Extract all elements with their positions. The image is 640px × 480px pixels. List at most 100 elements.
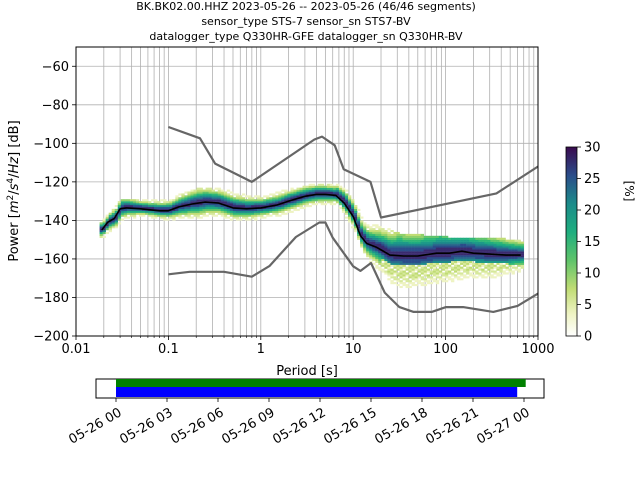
heatmap-cell: [102, 222, 106, 225]
heatmap-cell: [284, 204, 288, 208]
heatmap-cell: [426, 237, 431, 240]
heatmap-cell: [220, 212, 225, 215]
heatmap-cell: [420, 270, 425, 273]
heatmap-cell: [417, 268, 421, 271]
heatmap-cell: [205, 210, 209, 213]
heatmap-cell: [205, 195, 209, 198]
heatmap-cell: [266, 214, 270, 217]
heatmap-cell: [341, 187, 346, 190]
heatmap-cell: [402, 266, 406, 269]
heatmap-cell: [520, 266, 524, 269]
heatmap-cell: [129, 214, 134, 217]
heatmap-cell: [414, 260, 418, 263]
heatmap-cell: [460, 237, 464, 240]
heatmap-cell: [208, 212, 212, 215]
heatmap-cell: [178, 203, 182, 206]
heatmap-cell: [487, 260, 491, 263]
heatmap-cell: [381, 233, 385, 237]
heatmap-cell: [444, 241, 449, 244]
heatmap-cell: [157, 214, 161, 217]
heatmap-cell: [129, 203, 134, 206]
heatmap-cell: [226, 197, 231, 200]
heatmap-cell: [405, 285, 409, 289]
heatmap-cell: [248, 204, 252, 208]
heatmap-cell: [369, 249, 373, 252]
heatmap-cell: [308, 199, 312, 202]
heatmap-cell: [363, 245, 367, 248]
heatmap-cell: [232, 216, 237, 219]
heatmap-cell: [411, 247, 415, 250]
heatmap-cell: [387, 266, 391, 269]
heatmap-cell: [102, 235, 106, 238]
heatmap-cell: [290, 204, 294, 208]
heatmap-cell: [417, 257, 421, 260]
heatmap-cell: [387, 239, 391, 242]
heatmap-cell: [423, 237, 428, 240]
heatmap-cell: [402, 233, 406, 237]
heatmap-cell: [450, 257, 455, 260]
heatmap-cell: [357, 233, 361, 237]
heatmap-cell: [351, 210, 355, 213]
heatmap-cell: [163, 212, 167, 215]
heatmap-cell: [387, 241, 391, 244]
heatmap-cell: [520, 249, 524, 252]
heatmap-cell: [493, 251, 497, 254]
heatmap-cell: [354, 216, 358, 219]
heatmap-cell: [393, 237, 397, 240]
heatmap-cell: [511, 260, 515, 263]
heatmap-cell: [211, 214, 215, 217]
heatmap-cell: [490, 249, 494, 252]
heatmap-cell: [432, 270, 437, 273]
heatmap-cell: [508, 255, 512, 258]
heatmap-cell: [202, 191, 206, 194]
heatmap-cell: [229, 204, 234, 208]
heatmap-cell: [308, 195, 312, 198]
heatmap-cell: [408, 253, 412, 256]
heatmap-cell: [460, 272, 464, 275]
heatmap-cell: [390, 272, 394, 275]
heatmap-cell: [429, 276, 434, 279]
heatmap-cell: [441, 274, 446, 277]
heatmap-cell: [432, 249, 437, 252]
colorbar-label: [%]: [622, 181, 636, 202]
y-tick-label: −60: [42, 60, 69, 75]
heatmap-cell: [432, 262, 437, 265]
heatmap-cell: [151, 216, 155, 219]
heatmap-cell: [175, 199, 179, 202]
heatmap-cell: [460, 274, 464, 277]
heatmap-cell: [460, 255, 464, 258]
heatmap-cell: [405, 274, 409, 277]
heatmap-cell: [248, 203, 252, 206]
heatmap-cell: [360, 222, 364, 225]
heatmap-cell: [196, 191, 200, 194]
heatmap-cell: [493, 260, 497, 263]
heatmap-cell: [402, 239, 406, 242]
heatmap-cell: [184, 201, 188, 204]
heatmap-cell: [332, 197, 337, 200]
heatmap-cell: [193, 191, 197, 194]
heatmap-cell: [505, 268, 509, 271]
heatmap-cell: [450, 255, 455, 258]
heatmap-cell: [466, 262, 470, 265]
heatmap-cell: [387, 233, 391, 237]
heatmap-cell: [151, 214, 155, 217]
heatmap-cell: [444, 247, 449, 250]
colorbar-tick-label: 5: [584, 298, 592, 313]
heatmap-cell: [287, 208, 291, 211]
heatmap-cell: [420, 260, 425, 263]
heatmap-cell: [211, 210, 215, 213]
heatmap-cell: [187, 214, 191, 217]
heatmap-cell: [441, 245, 446, 248]
heatmap-cell: [487, 243, 491, 246]
heatmap-cell: [457, 255, 461, 258]
heatmap-cell: [141, 214, 146, 217]
heatmap-cell: [178, 208, 182, 211]
heatmap-cell: [226, 199, 231, 202]
heatmap-cell: [269, 206, 273, 210]
heatmap-cell: [160, 204, 164, 208]
heatmap-cell: [481, 239, 485, 242]
heatmap-cell: [363, 224, 367, 227]
heatmap-cell: [444, 235, 449, 238]
heatmap-cell: [175, 210, 179, 213]
heatmap-cell: [308, 189, 312, 192]
